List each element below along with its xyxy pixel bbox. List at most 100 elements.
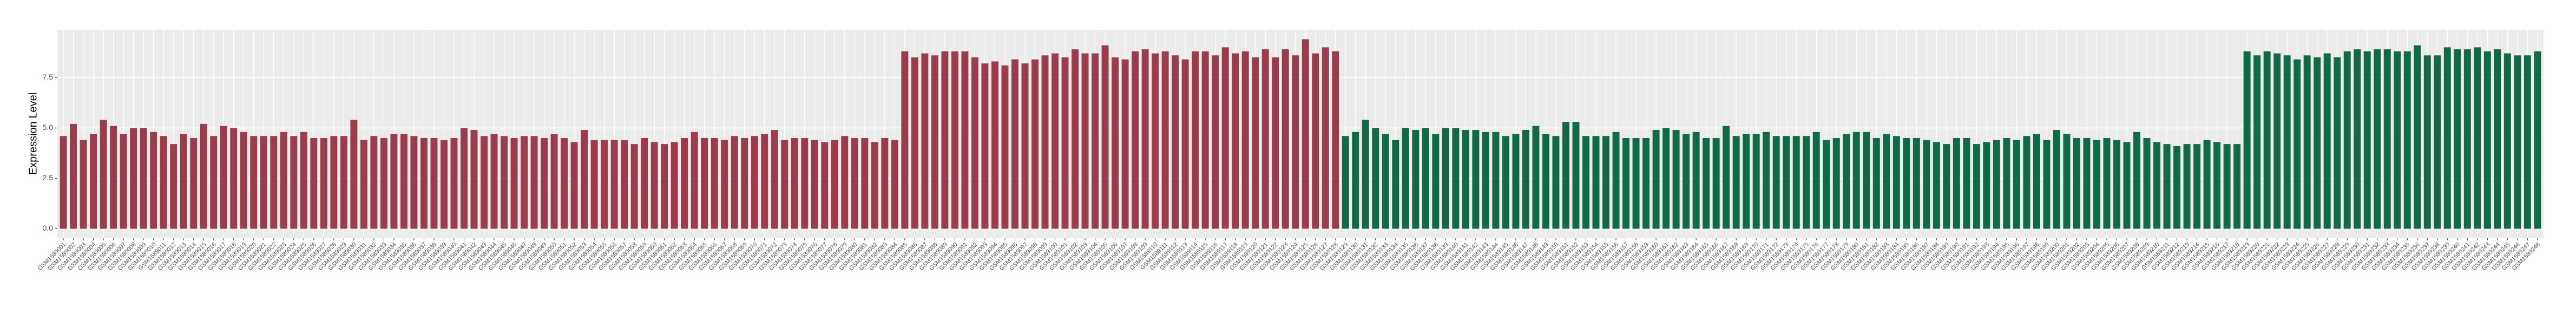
bar	[290, 136, 298, 229]
bar	[470, 130, 478, 229]
bar	[2263, 51, 2271, 229]
bar	[2534, 51, 2541, 229]
bar	[2314, 57, 2321, 229]
bar	[2443, 47, 2451, 229]
bar	[1612, 132, 1620, 229]
bar	[1542, 134, 1549, 229]
bar	[1001, 65, 1009, 229]
bar	[530, 136, 538, 229]
bar	[1092, 53, 1099, 229]
bar	[881, 138, 889, 229]
bar	[691, 132, 698, 229]
bar	[621, 140, 628, 229]
bar	[2003, 138, 2010, 229]
bar	[981, 63, 989, 229]
bar	[1101, 45, 1109, 229]
bar	[2394, 51, 2401, 229]
bar	[360, 140, 367, 229]
bar	[2243, 51, 2251, 229]
bar	[2083, 138, 2091, 229]
bar	[1121, 59, 1129, 229]
bar	[1703, 138, 1710, 229]
bar	[430, 138, 438, 229]
bar	[60, 136, 67, 229]
bar	[1372, 128, 1379, 229]
bar	[2063, 134, 2071, 229]
bar	[130, 128, 137, 229]
bar	[931, 55, 938, 229]
bar	[851, 138, 858, 229]
panel	[57, 30, 2544, 238]
bar	[1221, 47, 1229, 229]
bar	[1141, 49, 1149, 229]
bar	[1602, 136, 1610, 229]
bar	[1462, 130, 1469, 229]
bar	[581, 130, 588, 229]
bar	[1913, 138, 1920, 229]
bar	[1622, 138, 1630, 229]
bar	[921, 53, 929, 229]
bar	[1081, 53, 1089, 229]
bar	[1752, 134, 1760, 229]
bar	[200, 123, 207, 229]
bar	[1432, 134, 1440, 229]
bar	[2273, 53, 2281, 229]
bar	[2203, 140, 2211, 229]
bar	[1161, 51, 1169, 229]
bar	[2434, 55, 2441, 229]
bar	[911, 57, 918, 229]
bar	[1652, 130, 1660, 229]
bar	[300, 132, 307, 229]
bar	[1562, 122, 1569, 229]
bar	[1683, 134, 1690, 229]
bar	[831, 140, 838, 229]
bar	[160, 136, 167, 229]
bar	[481, 136, 488, 229]
bar	[190, 138, 198, 229]
bar	[791, 138, 798, 229]
bar	[1642, 138, 1650, 229]
bar	[1442, 128, 1449, 229]
bar	[1512, 134, 1520, 229]
bar	[1352, 132, 1359, 229]
bar	[2163, 144, 2171, 229]
bar	[861, 138, 869, 229]
bar	[1552, 136, 1560, 229]
bar	[1041, 55, 1049, 229]
bar	[2354, 49, 2361, 229]
bar	[1852, 132, 1860, 229]
bar	[90, 134, 97, 229]
bar	[2374, 49, 2381, 229]
bar	[2454, 49, 2461, 229]
bar	[2514, 55, 2521, 229]
bar	[100, 120, 107, 229]
bar	[550, 134, 558, 229]
bar	[1452, 128, 1460, 229]
bar	[941, 51, 949, 229]
bar	[2133, 132, 2141, 229]
bar	[2423, 55, 2431, 229]
bar	[320, 138, 327, 229]
bar	[1592, 136, 1600, 229]
bar	[841, 136, 849, 229]
bar	[1743, 134, 1750, 229]
bar	[570, 142, 578, 229]
bar	[1472, 130, 1480, 229]
bar	[1993, 140, 2000, 229]
bar	[1392, 140, 1399, 229]
bar	[1252, 57, 1259, 229]
bar	[2183, 144, 2191, 229]
bar	[2283, 55, 2291, 229]
bar	[761, 134, 768, 229]
bar	[2103, 138, 2111, 229]
bar	[1362, 120, 1369, 229]
bar	[1772, 136, 1780, 229]
bar	[971, 57, 978, 229]
bar	[1632, 138, 1640, 229]
bar	[2253, 55, 2261, 229]
bar	[1532, 126, 1540, 229]
bar	[1522, 130, 1529, 229]
bar	[1332, 51, 1339, 229]
bar	[460, 128, 468, 229]
bar	[1832, 138, 1840, 229]
